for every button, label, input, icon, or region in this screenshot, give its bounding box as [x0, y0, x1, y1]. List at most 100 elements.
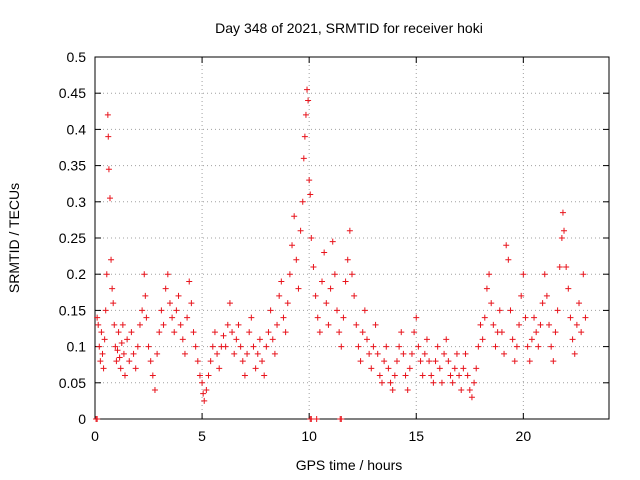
data-point [224, 321, 231, 328]
data-point [121, 372, 128, 379]
data-point [329, 238, 336, 245]
data-point [490, 321, 497, 328]
data-point [327, 285, 334, 292]
data-point [483, 285, 490, 292]
data-point [413, 314, 420, 321]
data-point [271, 350, 278, 357]
data-point [226, 300, 233, 307]
x-tick-label: 5 [198, 428, 206, 444]
data-point [105, 133, 112, 140]
data-point [576, 300, 583, 307]
data-point [171, 329, 178, 336]
data-point [276, 292, 283, 299]
data-point [293, 256, 300, 263]
data-point [531, 314, 538, 321]
data-point [351, 292, 358, 299]
data-point [128, 329, 135, 336]
data-point [393, 358, 400, 365]
data-point [528, 336, 535, 343]
data-point [181, 350, 188, 357]
data-point [199, 379, 206, 386]
data-point [110, 300, 117, 307]
data-point [259, 358, 266, 365]
data-point [513, 343, 520, 350]
data-point [169, 314, 176, 321]
data-point [156, 329, 163, 336]
data-point [256, 336, 263, 343]
data-point [340, 314, 347, 321]
data-point [261, 372, 268, 379]
data-point [132, 365, 139, 372]
data-point [282, 329, 289, 336]
data-point [391, 372, 398, 379]
data-point [346, 227, 353, 234]
data-point [447, 372, 454, 379]
data-point [321, 249, 328, 256]
data-point [263, 343, 270, 350]
data-point [468, 394, 475, 401]
chart-title: Day 348 of 2021, SRMTID for receiver hok… [215, 20, 483, 36]
data-point [104, 111, 111, 118]
data-point [299, 198, 306, 205]
data-point [297, 227, 304, 234]
x-tick-label: 10 [301, 428, 317, 444]
data-point [200, 390, 207, 397]
data-point [108, 256, 115, 263]
data-point [488, 300, 495, 307]
data-point [229, 329, 236, 336]
data-point [302, 111, 309, 118]
data-point [331, 271, 338, 278]
data-point [201, 397, 208, 404]
data-point [443, 336, 450, 343]
data-point [173, 307, 180, 314]
data-point [205, 372, 212, 379]
data-point [558, 235, 565, 241]
data-point [295, 285, 302, 292]
data-point [578, 329, 585, 336]
data-point [507, 307, 514, 314]
data-point [310, 263, 317, 270]
data-point [164, 271, 171, 278]
data-point [404, 387, 411, 394]
y-tick-label: 0.15 [59, 302, 86, 318]
data-point [411, 329, 418, 336]
data-point [99, 350, 106, 357]
data-point [338, 343, 345, 350]
data-point [203, 387, 210, 394]
data-point [501, 350, 508, 357]
data-point [307, 191, 314, 198]
data-point [235, 321, 242, 328]
data-point [556, 263, 563, 270]
data-point [387, 379, 394, 386]
data-point [237, 343, 244, 350]
data-point [286, 271, 293, 278]
data-point [417, 358, 424, 365]
data-point [533, 329, 540, 336]
data-point [265, 329, 272, 336]
data-point [319, 278, 326, 285]
y-tick-label: 0.5 [67, 49, 87, 65]
data-point [496, 307, 503, 314]
data-point [94, 416, 101, 422]
data-point [567, 314, 574, 321]
y-tick-label: 0 [78, 411, 86, 427]
data-point [246, 329, 253, 336]
data-point [460, 365, 467, 372]
data-point [462, 350, 469, 357]
data-point [314, 314, 321, 321]
data-point [124, 336, 131, 343]
data-point [139, 307, 146, 314]
data-point [466, 387, 473, 394]
data-point [518, 292, 525, 299]
data-point [177, 321, 184, 328]
data-point [280, 314, 287, 321]
data-point [453, 350, 460, 357]
data-point [308, 416, 315, 422]
data-point [274, 321, 281, 328]
data-point [582, 314, 589, 321]
data-point [396, 343, 403, 350]
data-point [120, 350, 127, 357]
x-tick-label: 20 [516, 428, 532, 444]
